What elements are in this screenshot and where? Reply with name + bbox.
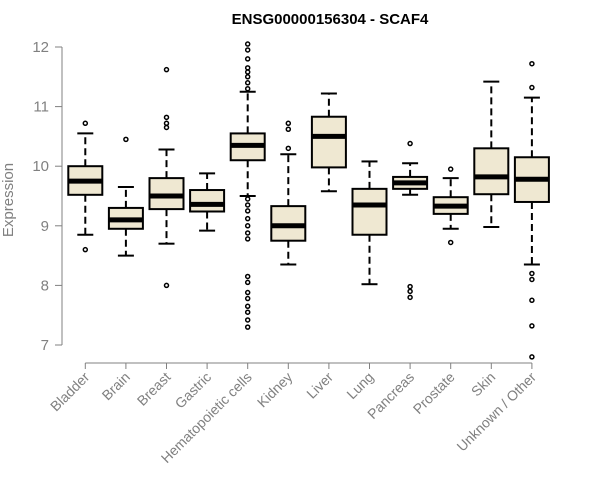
outlier-point [244,289,251,296]
outlier-point [244,295,251,302]
box-bladder [67,120,104,253]
box-pancreas [392,140,429,301]
outlier-point [529,270,535,277]
y-tick-label: 11 [33,99,49,116]
outlier-point [447,239,454,246]
x-tick-label: Kidney [254,369,296,411]
box-gastric [189,172,226,232]
x-tick-label: Breast [134,369,174,409]
y-axis: 7 8 9 10 11 12 [32,39,63,354]
box-brain [107,136,144,257]
outlier-point [244,202,251,208]
outlier-point [244,215,251,222]
y-tick-label: 9 [41,218,49,235]
box-skin [473,80,510,228]
outlier-point [244,69,251,75]
y-tick-label: 10 [32,158,49,175]
outlier-point [407,140,413,147]
outlier-point [529,84,535,91]
plot-area [67,41,550,360]
outlier-point [529,297,535,304]
outlier-point [244,236,251,242]
outlier-point [244,223,251,229]
iqr-box [351,187,388,236]
outlier-point [244,303,251,310]
outlier-point [163,66,170,73]
box-breast [148,66,185,289]
outlier-point [244,65,251,71]
outlier-point [82,120,89,127]
iqr-box [473,147,510,196]
x-tick-label: Liver [303,369,336,402]
box-prostate [432,166,469,246]
outlier-point [244,47,251,53]
outlier-point [285,120,292,127]
iqr-box [310,115,347,169]
outlier-point [244,74,251,80]
outlier-point [163,120,170,127]
outlier-point [163,124,170,131]
outlier-point [244,208,251,214]
box-lung [351,160,388,286]
y-axis-label: Expression [0,163,17,237]
box-liver [310,92,347,193]
outlier-point [244,309,251,315]
outlier-point [244,273,251,280]
outlier-point [244,41,251,47]
y-tick-label: 12 [32,39,49,56]
outlier-point [407,283,413,290]
outlier-point [244,324,251,330]
x-tick-label: Lung [343,369,376,402]
outlier-point [244,230,251,236]
outlier-point [407,294,413,301]
outlier-point [244,85,251,92]
outlier-point [285,145,292,152]
x-tick-label: Prostate [410,369,458,417]
outlier-point [529,276,535,283]
outlier-point [285,126,292,132]
outlier-point [244,56,251,62]
y-tick-label: 7 [41,337,49,354]
iqr-box [189,189,226,213]
outlier-point [82,246,89,253]
box-kidney [270,120,307,266]
box-hematopoietic-cells [229,41,266,330]
outlier-point [529,60,535,67]
chart-title: ENSG00000156304 - SCAF4 [232,11,429,28]
outlier-point [529,323,535,329]
outlier-point [244,196,251,202]
x-tick-label: Brain [99,369,133,403]
outlier-point [244,279,251,286]
outlier-point [529,354,535,360]
x-tick-label: Bladder [47,369,93,415]
outlier-point [244,317,251,323]
x-tick-label: Skin [468,369,499,400]
outlier-point [244,80,251,86]
box-unknown-other [513,60,550,360]
y-tick-label: 8 [41,277,49,294]
outlier-point [163,282,170,289]
outlier-point [407,288,413,295]
outlier-point [123,136,129,143]
outlier-point [163,114,170,121]
outlier-point [447,166,454,172]
